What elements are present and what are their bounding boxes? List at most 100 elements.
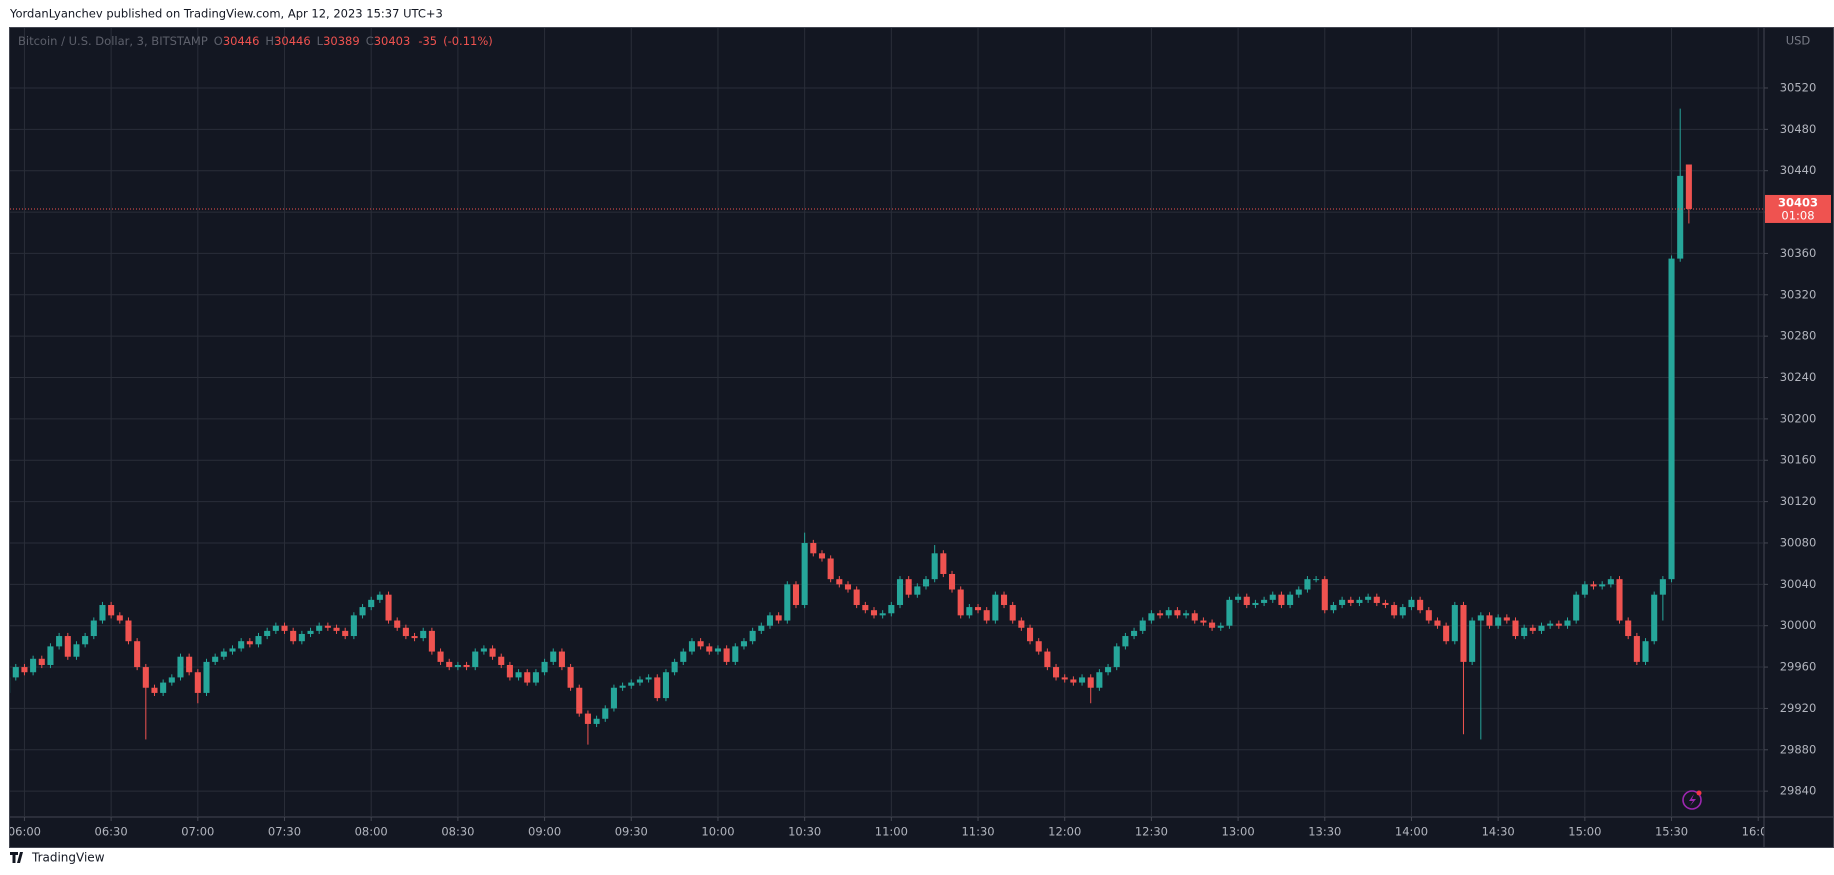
candle-body [1165,610,1172,616]
candle-body [203,661,210,693]
candle-body [1269,594,1276,600]
candle-body [922,579,930,587]
candle-body [1200,620,1207,623]
candle-body [541,661,548,673]
candle-body [316,625,323,631]
brand-name: TradingView [31,851,105,865]
candle-body [1087,677,1094,688]
last-price-label: 30403 [1778,195,1818,209]
x-tick-label: 10:30 [788,825,821,839]
candle-body [394,620,401,628]
candle-body [888,605,895,614]
x-tick-label: 15:30 [1655,825,1688,839]
candle-body [740,641,747,647]
candle-body [1009,605,1016,621]
candle-body [914,586,921,595]
candle-body [818,553,826,559]
candle-body [567,667,574,688]
price-unit: USD [1786,34,1811,48]
candle-body [1434,620,1441,626]
candle-body [350,615,357,637]
candle-body [1018,620,1025,628]
candle-body [836,579,843,585]
alert-icon-dot [1696,790,1702,796]
candle-body [1295,589,1302,595]
candle-body [73,644,80,657]
y-tick-label: 29920 [1780,701,1817,715]
candle-body [1590,584,1597,587]
candle-body [983,610,990,621]
candle-body [1555,623,1562,626]
candle-body [1261,599,1268,603]
candle-body [853,589,860,606]
low-value: 30389 [323,34,360,48]
candle-body [1616,579,1623,621]
candle-body [1408,599,1415,608]
candle-body [1460,605,1467,662]
candle-body [532,672,539,683]
candle-body [342,630,349,637]
candle-body [697,641,704,647]
candle-body [1477,615,1484,621]
candle-body [1096,672,1103,688]
candle-body [1365,596,1372,600]
candle-body [1226,599,1233,626]
candle-body [1399,607,1406,616]
candle-body [255,636,262,645]
high-value: 30446 [274,34,311,48]
candle-body [931,553,938,580]
x-tick-label: 12:30 [1135,825,1168,839]
candle-body [584,713,591,724]
candle-body [281,625,288,631]
candle-body [30,658,37,673]
candle-body [1191,613,1198,621]
candle-body [463,664,470,668]
chart-background [9,27,1834,848]
candle-body [706,646,713,652]
candle-body [974,607,982,611]
candle-body [1391,605,1398,616]
candle-body [862,605,869,611]
candle-body [732,646,739,662]
candle-body [194,672,201,693]
candle-body [298,633,305,642]
candle-body [498,656,505,665]
candle-body [602,708,609,719]
candle-body [792,584,800,606]
candle-body [671,661,678,673]
candle-body [264,630,271,637]
candle-body [238,641,245,649]
candle-body [1235,596,1242,600]
y-tick-label: 29960 [1780,660,1817,674]
candle-body [1252,602,1259,606]
y-tick-label: 30160 [1780,453,1817,467]
candle-body [1148,613,1155,621]
y-tick-label: 30480 [1780,122,1817,136]
candle-body [1183,613,1190,616]
candle-body [1304,579,1311,590]
candle-body [134,641,141,668]
candle-body [1417,599,1424,611]
y-tick-label: 29840 [1780,784,1817,798]
candle-body [437,651,444,662]
candle-body [1287,594,1294,606]
candle-body [229,648,236,652]
candle-body [125,620,132,642]
x-tick-label: 07:00 [181,825,214,839]
candle-body [489,648,496,657]
candle-body [1079,677,1086,683]
candle-body [749,630,756,642]
x-tick-label: 06:00 [8,825,41,839]
high-prefix: H [265,34,274,48]
candle-body [966,607,973,616]
y-tick-label: 30240 [1780,370,1817,384]
candle-body [47,646,54,665]
last-price-tag [1765,194,1831,223]
candle-body [428,630,435,652]
candle-body [1685,164,1692,209]
candle-body [1547,623,1554,626]
y-tick-label: 30120 [1780,494,1817,508]
candle-body [1000,594,1008,606]
candle-body [1677,175,1684,259]
